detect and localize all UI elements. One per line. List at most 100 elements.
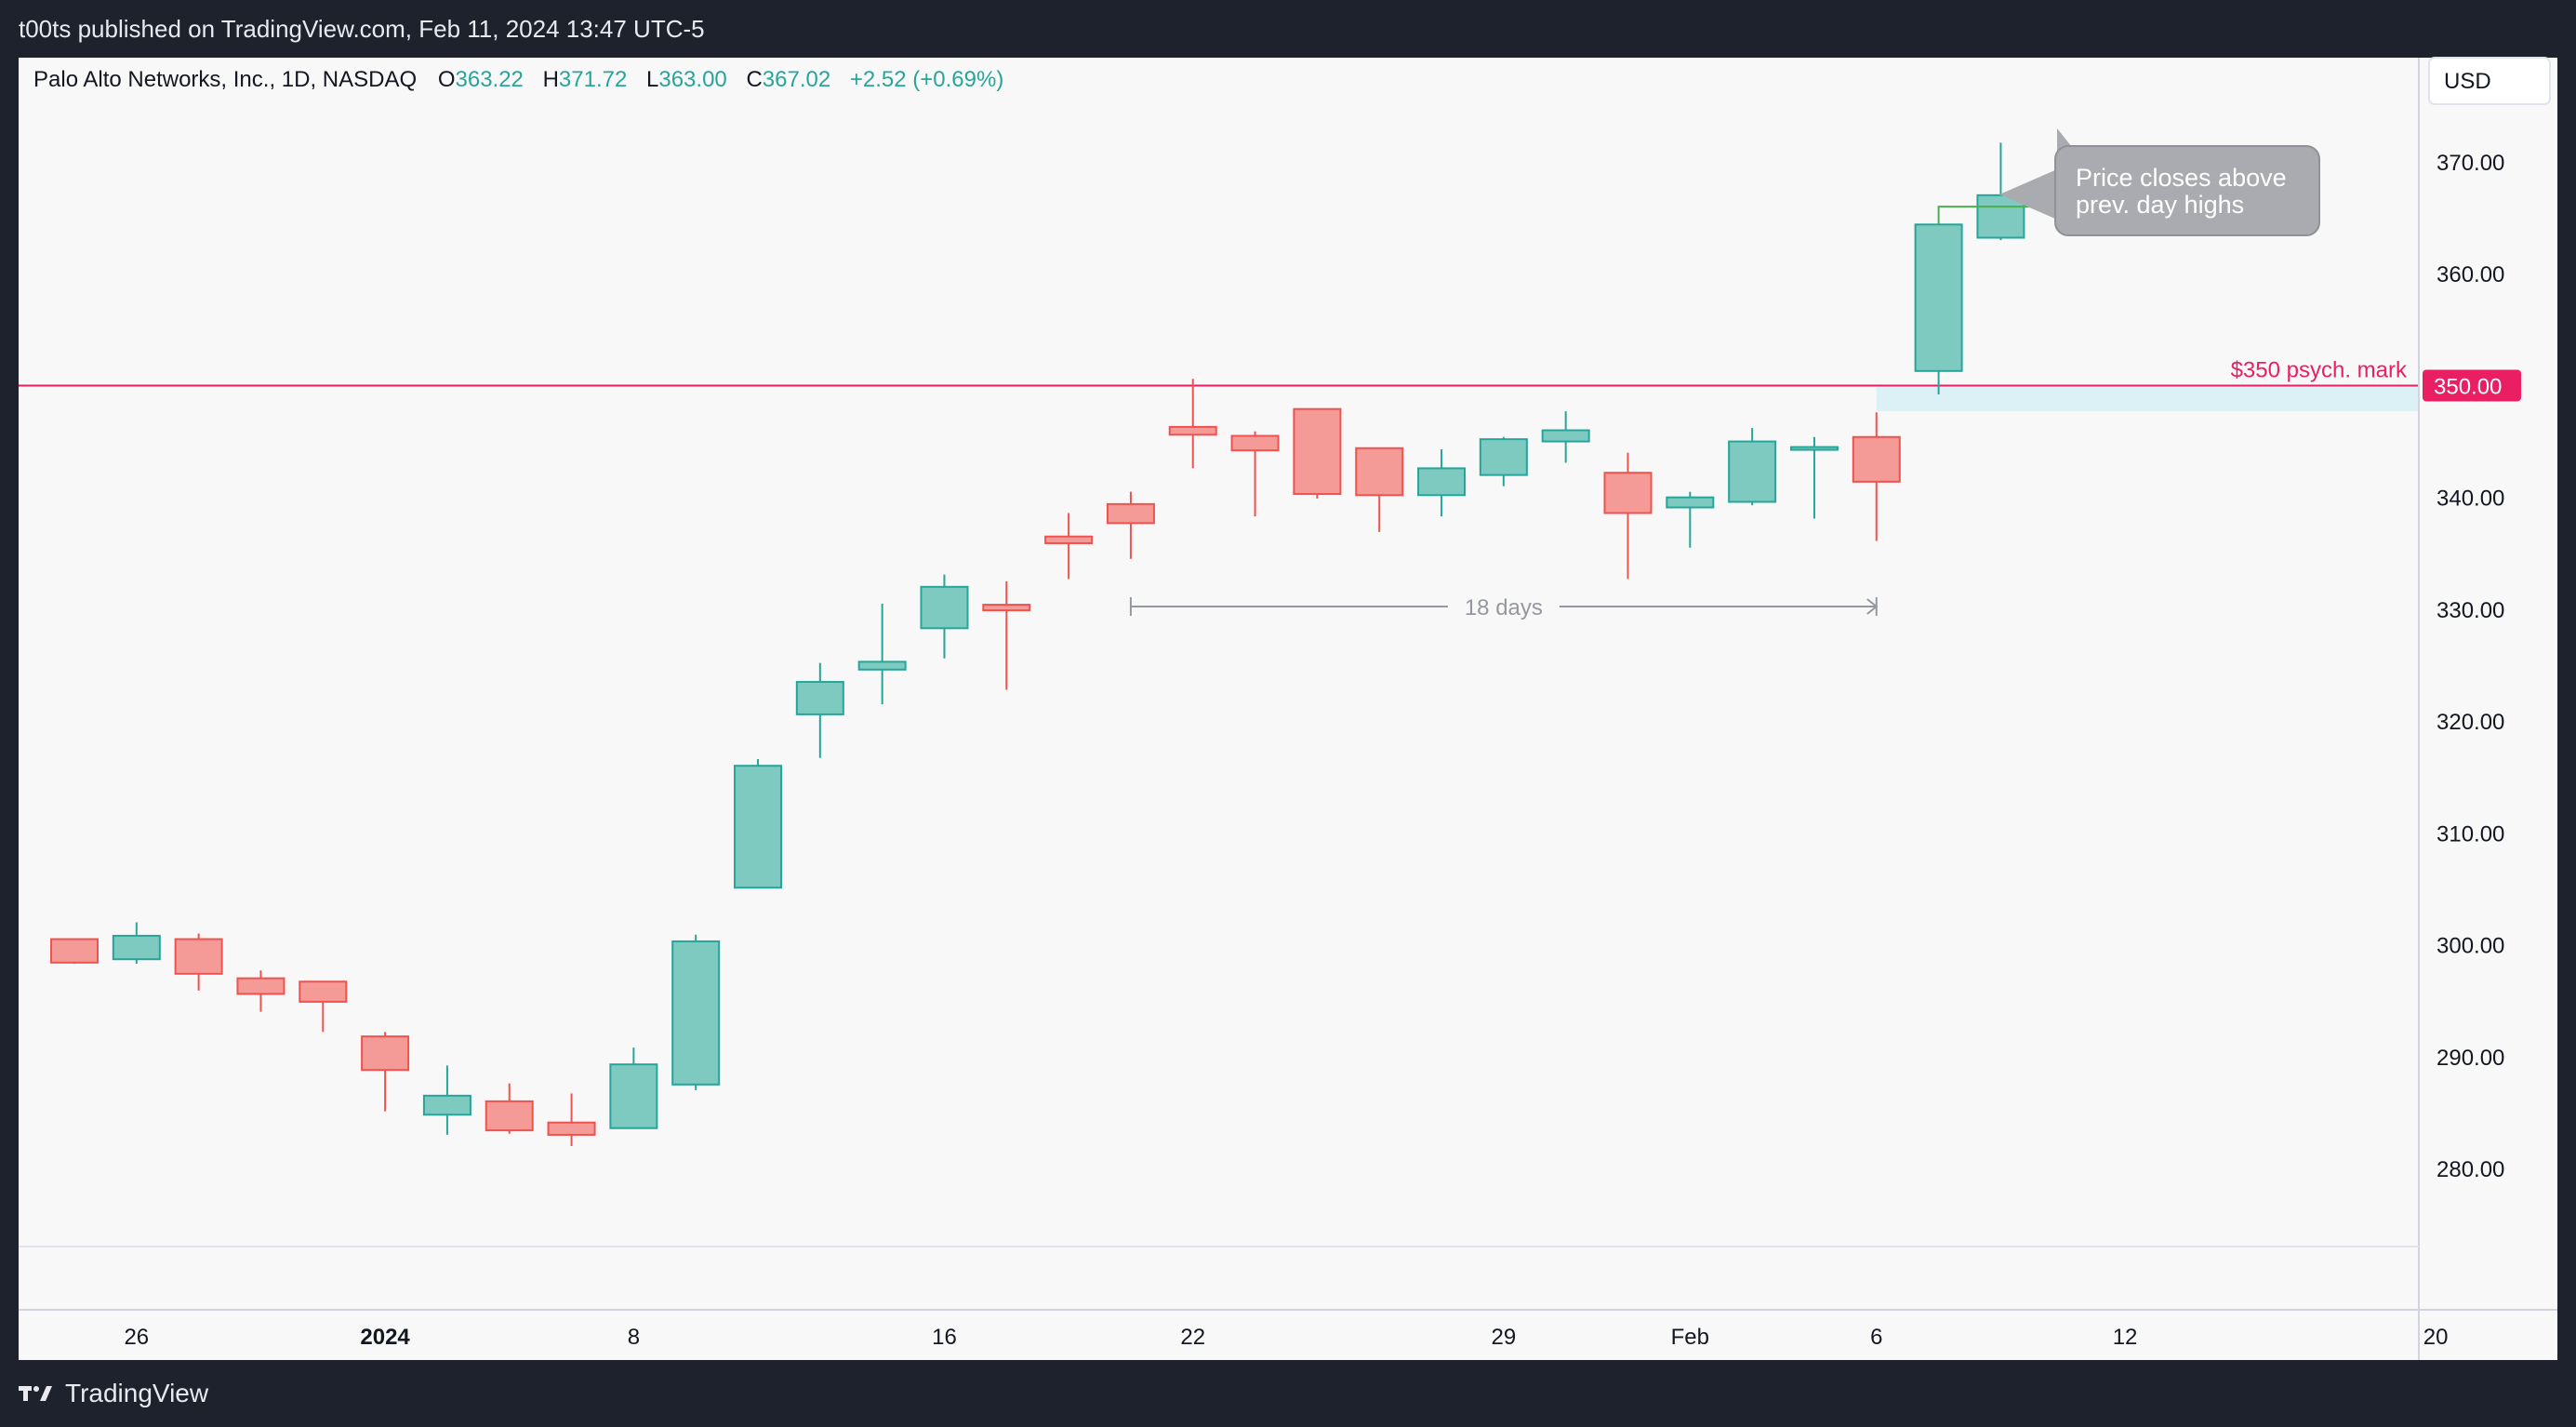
candle-body xyxy=(1293,407,1342,496)
candle xyxy=(1603,452,1653,580)
time-tick-label: 8 xyxy=(628,1325,640,1350)
candle xyxy=(1479,436,1528,487)
price-tick-label: 340.00 xyxy=(2437,487,2504,512)
candle-body xyxy=(547,1121,596,1136)
candle xyxy=(920,574,969,659)
candle xyxy=(1417,448,1467,517)
time-tick-label: Feb xyxy=(1671,1325,1709,1350)
candle xyxy=(1914,223,1963,395)
candle xyxy=(1106,491,1155,559)
candle-body xyxy=(1168,425,1217,436)
legend-l-label: L xyxy=(646,67,658,92)
candle xyxy=(422,1065,471,1135)
candle-body xyxy=(1106,502,1155,525)
price-tick-label: 310.00 xyxy=(2437,821,2504,847)
footer-bar: TradingView xyxy=(0,1360,2576,1427)
prev-high-line xyxy=(1937,206,2064,225)
currency-button[interactable]: USD xyxy=(2428,57,2551,105)
callout-line-2: prev. day highs xyxy=(2076,191,2244,219)
legend-h-label: H xyxy=(543,67,559,92)
callout-line-1: Price closes above xyxy=(2076,164,2287,192)
price-axis[interactable]: 280.00 290.00 300.00 310.00 320.00 330.00 340.… xyxy=(2437,151,2504,1182)
candle-body xyxy=(857,660,907,671)
candle xyxy=(547,1093,596,1146)
candle xyxy=(236,970,285,1012)
candlestick-chart[interactable]: $350 psych. mark 350.00 18 days Price clos… xyxy=(0,0,2576,1360)
candle xyxy=(671,934,721,1090)
legend-o-value: 363.22 xyxy=(456,67,524,92)
time-axis[interactable]: 26 2024 8 16 22 29 Feb 6 12 20 xyxy=(124,1325,2448,1350)
price-tick-label: 360.00 xyxy=(2437,262,2504,287)
publisher-bar: t00ts published on TradingView.com, Feb … xyxy=(0,0,2576,58)
candle xyxy=(1168,379,1217,469)
callout-pointer xyxy=(2057,128,2072,158)
publisher-text: t00ts published on TradingView.com, Feb … xyxy=(19,15,705,43)
psych-price-tag xyxy=(2423,369,2521,402)
time-tick-label: 26 xyxy=(124,1325,149,1350)
callout-body xyxy=(2054,145,2320,236)
candle-body xyxy=(1728,440,1777,503)
candle xyxy=(982,580,1031,690)
time-tick-label: 29 xyxy=(1492,1325,1517,1350)
candle-body xyxy=(920,585,969,630)
candle xyxy=(1044,513,1094,580)
time-tick-label: 16 xyxy=(932,1325,957,1350)
candle-body xyxy=(1914,223,1963,372)
candle xyxy=(1293,407,1342,499)
candle xyxy=(795,662,844,758)
candle-body xyxy=(1789,446,1839,451)
price-tick-label: 320.00 xyxy=(2437,710,2504,735)
candle-body xyxy=(1976,193,2025,239)
price-tick-label: 370.00 xyxy=(2437,151,2504,176)
candle xyxy=(609,1047,658,1129)
chart-frame xyxy=(19,58,2557,1360)
candle xyxy=(1541,411,1590,463)
candle xyxy=(1728,428,1777,506)
candle xyxy=(1852,412,1901,541)
psych-price-tag-text: 350.00 xyxy=(2434,374,2502,399)
candle-body xyxy=(1852,435,1901,483)
candle-body xyxy=(361,1035,410,1072)
callout-tail xyxy=(1999,169,2057,220)
legend-change: +2.52 (+0.69%) xyxy=(850,67,1003,92)
date-range-arrow xyxy=(1866,598,1879,615)
candle-body xyxy=(422,1094,471,1116)
candle xyxy=(112,922,161,964)
price-tick-label: 330.00 xyxy=(2437,598,2504,623)
candle-body xyxy=(236,977,285,995)
candle-body xyxy=(1479,438,1528,476)
candle xyxy=(857,603,907,705)
candle-body xyxy=(299,980,348,1003)
legend-o-label: O xyxy=(438,67,456,92)
candle xyxy=(1355,447,1404,532)
legend-c-value: 367.02 xyxy=(763,67,830,92)
candle-body xyxy=(982,604,1031,612)
candle xyxy=(1789,436,1839,519)
candle-body xyxy=(1603,472,1653,514)
candle-body xyxy=(1541,429,1590,443)
ohlc-legend: Palo Alto Networks, Inc., 1D, NASDAQ O36… xyxy=(33,67,1003,92)
candle xyxy=(1230,431,1280,517)
candle-body xyxy=(174,938,223,975)
candle xyxy=(299,980,348,1033)
candle xyxy=(1976,142,2025,241)
candle-body xyxy=(112,934,161,961)
zone-layer xyxy=(1876,385,2419,412)
candle xyxy=(50,938,99,964)
brand-text: TradingView xyxy=(65,1379,209,1407)
time-tick-label: 12 xyxy=(2113,1325,2138,1350)
candle-body xyxy=(1417,467,1467,497)
candle-layer xyxy=(50,142,2025,1146)
legend-c-label: C xyxy=(746,67,762,92)
price-tick-label: 300.00 xyxy=(2437,934,2504,959)
support-zone xyxy=(1876,385,2419,412)
candle xyxy=(485,1083,534,1134)
currency-label: USD xyxy=(2444,69,2491,94)
candle-body xyxy=(1666,496,1715,509)
tradingview-brand[interactable]: TradingView xyxy=(19,1360,208,1427)
date-range-measure: 18 days xyxy=(1129,592,1879,621)
candle xyxy=(361,1032,410,1112)
legend-symbol: Palo Alto Networks, Inc., 1D, NASDAQ xyxy=(33,67,417,92)
